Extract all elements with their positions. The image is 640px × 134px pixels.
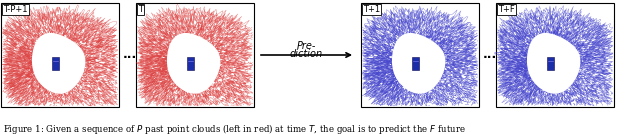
Bar	[1, 3, 119, 107]
Bar	[52, 57, 58, 70]
Text: diction: diction	[290, 49, 323, 59]
Text: T-P+1: T-P+1	[3, 5, 28, 14]
Polygon shape	[393, 34, 445, 93]
Text: T: T	[138, 5, 143, 14]
Text: ...: ...	[483, 49, 497, 62]
Text: Pre-: Pre-	[297, 41, 316, 51]
Text: T+1: T+1	[363, 5, 380, 14]
Polygon shape	[33, 34, 84, 93]
Bar	[361, 3, 479, 107]
Bar	[547, 57, 554, 70]
Text: ...: ...	[123, 49, 137, 62]
Polygon shape	[527, 34, 580, 93]
Bar	[496, 3, 614, 107]
Bar	[412, 57, 419, 70]
Text: T+F: T+F	[498, 5, 515, 14]
Text: Figure 1: Given a sequence of $P$ past point clouds (left in red) at time $T$, t: Figure 1: Given a sequence of $P$ past p…	[3, 122, 466, 134]
Polygon shape	[168, 34, 220, 93]
Bar	[136, 3, 254, 107]
Bar	[187, 57, 193, 70]
